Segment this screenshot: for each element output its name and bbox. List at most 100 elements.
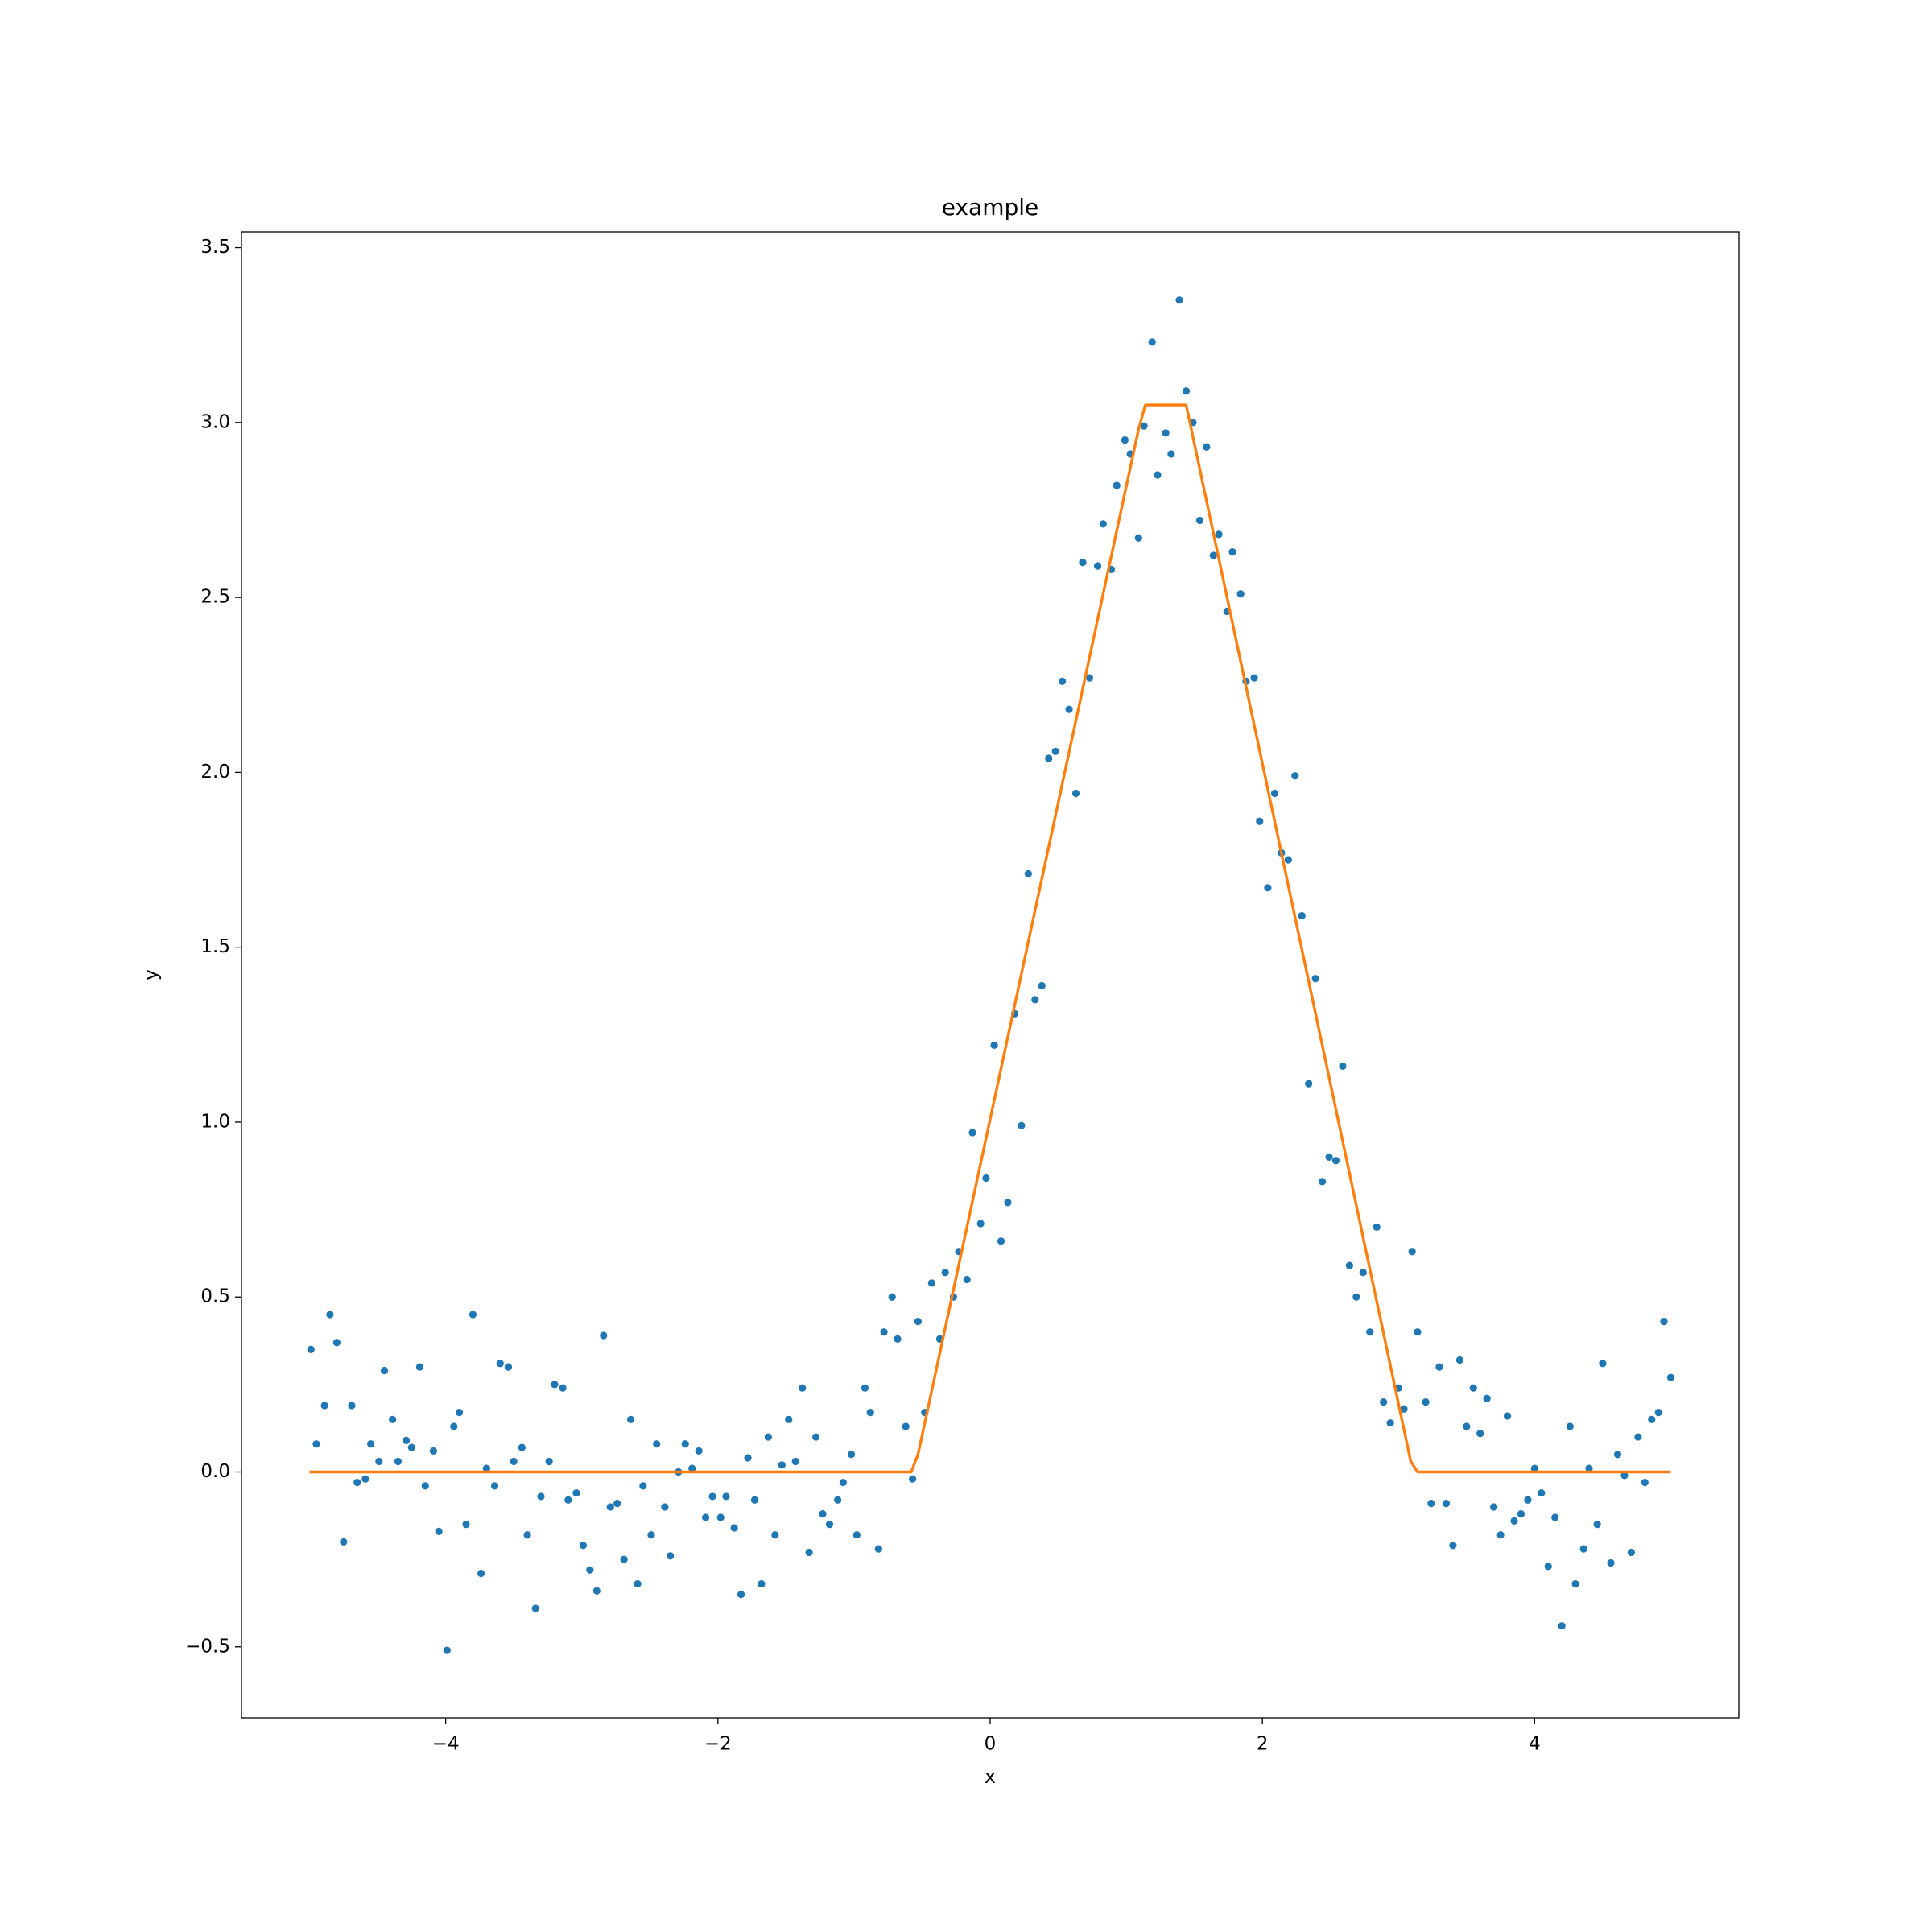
scatter-point	[1256, 817, 1264, 825]
plot-frame	[241, 231, 1740, 1719]
scatter-point	[1510, 1517, 1518, 1525]
x-tick-label: 4	[1529, 1734, 1541, 1755]
scatter-point	[1298, 911, 1306, 920]
scatter-point	[716, 1513, 724, 1521]
scatter-point	[927, 1279, 935, 1287]
scatter-point	[834, 1496, 842, 1504]
scatter-point	[1442, 1500, 1451, 1508]
x-tick-label: −4	[432, 1734, 460, 1755]
scatter-point	[1627, 1548, 1636, 1557]
scatter-point	[307, 1345, 315, 1354]
scatter-point	[469, 1311, 477, 1319]
scatter-point	[389, 1415, 397, 1423]
scatter-point	[1209, 551, 1217, 559]
scatter-point	[1154, 471, 1162, 479]
scatter-point	[402, 1436, 411, 1444]
scatter-point	[1422, 1397, 1430, 1406]
scatter-point	[1134, 534, 1142, 542]
scatter-point	[490, 1482, 499, 1490]
scatter-point	[1065, 705, 1073, 713]
scatter-point	[791, 1457, 799, 1466]
scatter-point	[681, 1440, 689, 1448]
scatter-point	[1113, 481, 1121, 489]
y-tick-label: 0.5	[200, 1286, 230, 1307]
scatter-point	[880, 1328, 888, 1336]
scatter-point	[1660, 1318, 1668, 1326]
scatter-point	[1203, 443, 1211, 451]
scatter-point	[799, 1384, 807, 1392]
scatter-point	[1059, 677, 1067, 686]
scatter-point	[1024, 869, 1032, 878]
scatter-point	[1435, 1363, 1443, 1371]
scatter-point	[1345, 1261, 1353, 1269]
scatter-point	[1400, 1405, 1408, 1413]
scatter-point	[1366, 1328, 1374, 1336]
scatter-point	[730, 1524, 738, 1532]
scatter-point	[518, 1443, 526, 1451]
scatter-point	[661, 1503, 669, 1511]
scatter-point	[1386, 1419, 1394, 1427]
scatter-point	[1648, 1415, 1656, 1423]
y-tick-label: −0.5	[185, 1636, 230, 1657]
scatter-point	[1305, 1080, 1313, 1088]
scatter-point	[586, 1566, 594, 1574]
scatter-point	[1228, 548, 1236, 556]
scatter-point	[1654, 1409, 1662, 1417]
scatter-point	[332, 1339, 341, 1347]
scatter-point	[1517, 1510, 1525, 1518]
scatter-point	[394, 1457, 402, 1466]
scatter-point	[1071, 789, 1080, 798]
scatter-point	[1469, 1384, 1477, 1392]
scatter-point	[902, 1422, 910, 1430]
scatter-point	[888, 1293, 896, 1301]
scatter-point	[1359, 1269, 1367, 1277]
scatter-point	[1284, 856, 1292, 864]
scatter-point	[1496, 1531, 1505, 1539]
scatter-point	[866, 1409, 874, 1417]
y-axis-label: y	[139, 969, 162, 980]
scatter-point	[1380, 1397, 1388, 1406]
scatter-point	[1530, 1464, 1538, 1472]
scatter-point	[1004, 1199, 1012, 1207]
scatter-point	[326, 1311, 334, 1319]
scatter-point	[600, 1331, 608, 1340]
x-axis-label: x	[985, 1765, 996, 1788]
scatter-point	[1148, 338, 1156, 346]
scatter-point	[722, 1492, 730, 1501]
scatter-point	[606, 1503, 614, 1511]
x-tick-label: −2	[704, 1734, 732, 1755]
x-tick-label: 0	[985, 1734, 997, 1755]
scatter-point	[1476, 1430, 1484, 1438]
scatter-point	[1195, 516, 1203, 525]
scatter-point	[695, 1447, 703, 1455]
scatter-point	[523, 1531, 531, 1539]
scatter-point	[477, 1569, 485, 1578]
scatter-point	[531, 1604, 539, 1612]
scatter-point	[564, 1496, 572, 1504]
scatter-point	[1503, 1412, 1512, 1420]
scatter-point	[462, 1521, 470, 1529]
scatter-point	[1352, 1293, 1360, 1301]
scatter-point	[852, 1531, 861, 1539]
scatter-point	[1666, 1373, 1675, 1381]
scatter-point	[1311, 975, 1319, 983]
y-tick-label: 2.0	[200, 762, 230, 782]
scatter-point	[941, 1269, 949, 1277]
scatter-point	[320, 1402, 328, 1410]
scatter-point	[375, 1457, 383, 1466]
scatter-point	[1641, 1478, 1649, 1487]
scatter-point	[482, 1464, 490, 1472]
scatter-point	[1031, 996, 1039, 1004]
scatter-point	[764, 1433, 772, 1441]
scatter-point	[361, 1475, 369, 1483]
scatter-point	[443, 1646, 451, 1654]
scatter-point	[435, 1527, 443, 1535]
scatter-point	[914, 1318, 922, 1326]
scatter-point	[1593, 1521, 1601, 1529]
scatter-point	[639, 1482, 647, 1490]
scatter-point	[1264, 884, 1272, 892]
scatter-point	[1167, 450, 1175, 458]
scatter-point	[1099, 520, 1107, 528]
scatter-point	[559, 1384, 567, 1392]
